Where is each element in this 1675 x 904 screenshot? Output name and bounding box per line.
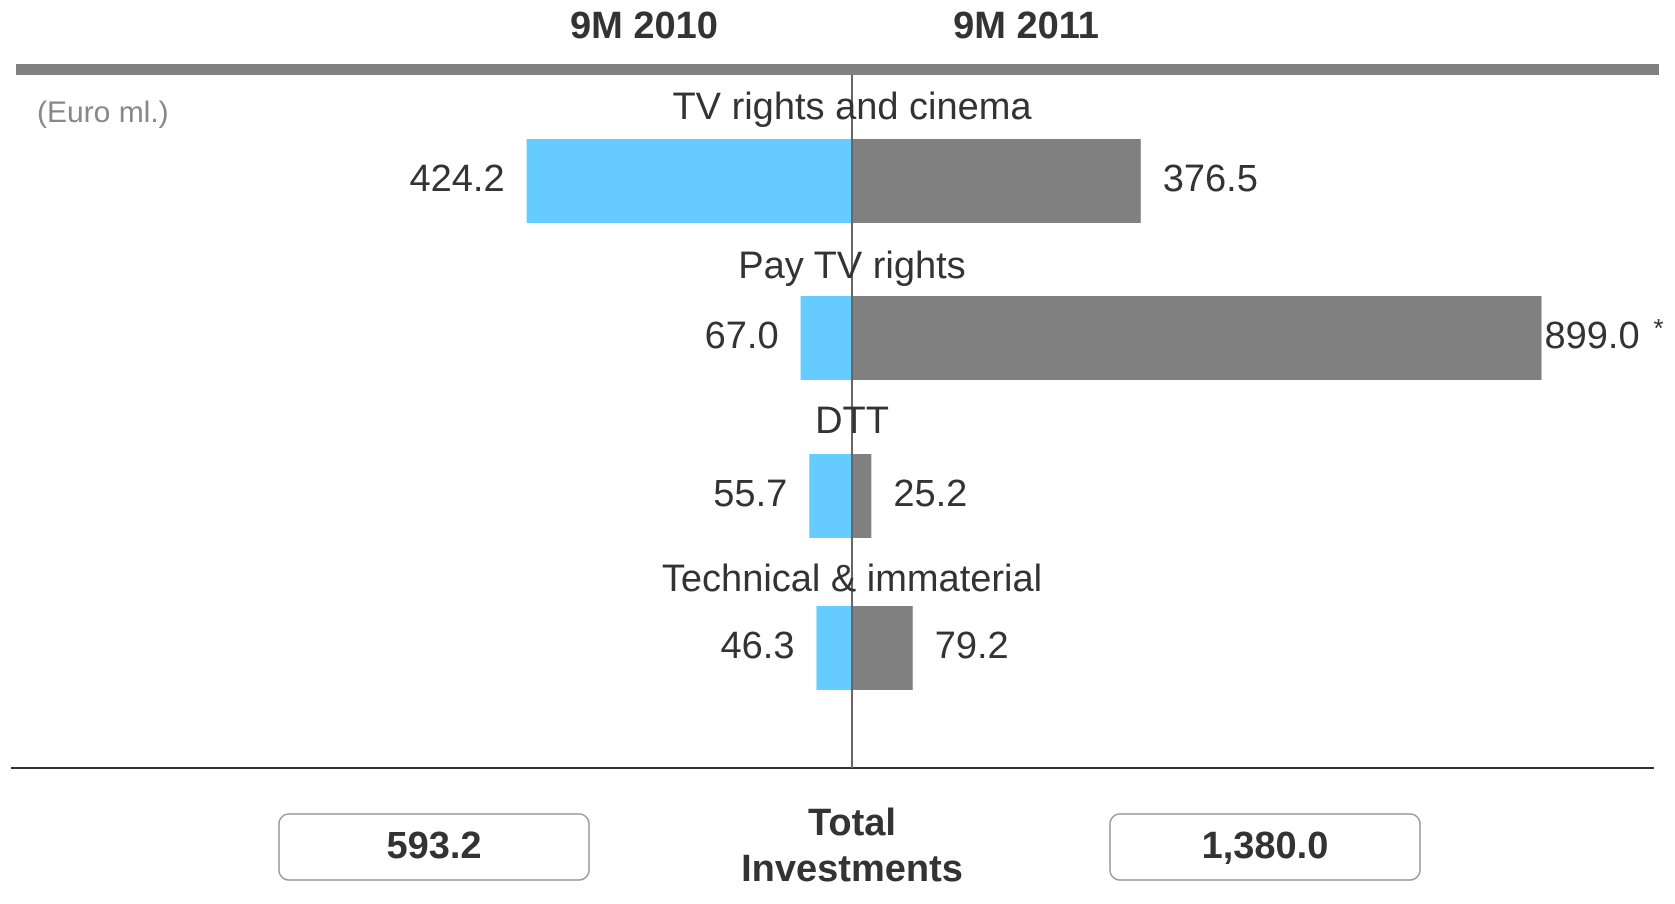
value-label: 376.5 (1163, 158, 1258, 200)
bar (852, 606, 913, 690)
category-label: Technical & immaterial (662, 558, 1042, 600)
value-label: 79.2 (935, 625, 1009, 667)
total-value: 1,380.0 (1202, 825, 1329, 867)
category-label: Pay TV rights (738, 245, 965, 287)
bar (809, 454, 852, 538)
bar (852, 454, 872, 538)
unit-label: (Euro ml.) (37, 96, 169, 129)
value-label: 55.7 (713, 473, 787, 515)
bar (800, 296, 852, 380)
total-box (1109, 813, 1421, 881)
bar (852, 139, 1141, 223)
total-label: Total Investments (741, 802, 963, 890)
bar (852, 296, 1542, 380)
value-label: 25.2 (893, 473, 967, 515)
bar (816, 606, 852, 690)
category-label: DTT (815, 400, 889, 442)
category-label: TV rights and cinema (672, 86, 1032, 128)
value-label: 46.3 (721, 625, 795, 667)
series-header: 9M 2011 (953, 5, 1099, 47)
header-rule (16, 64, 1659, 75)
annotation: * (1654, 313, 1664, 343)
total-value: 593.2 (386, 825, 481, 867)
bar (526, 139, 852, 223)
value-label: 899.0 (1545, 315, 1640, 357)
value-label: 424.2 (410, 158, 505, 200)
series-header: 9M 2010 (570, 5, 718, 47)
value-label: 67.0 (705, 315, 779, 357)
total-box (278, 813, 590, 881)
